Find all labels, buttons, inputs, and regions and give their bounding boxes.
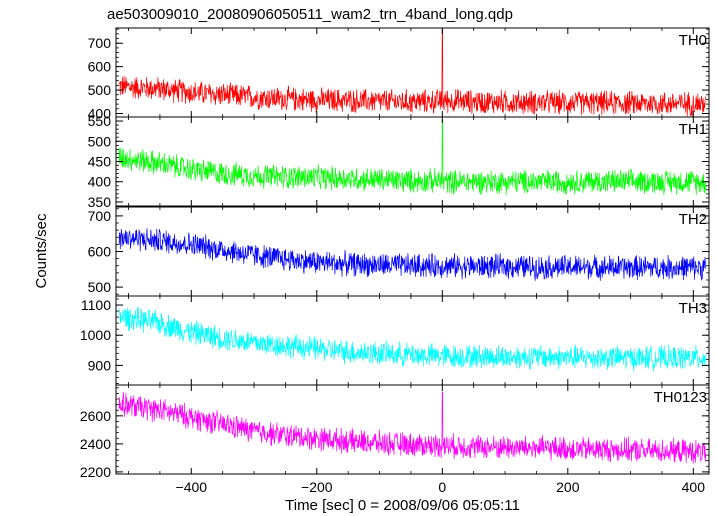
y-tick-label: 900 <box>88 357 112 373</box>
y-tick-label: 700 <box>88 208 112 224</box>
chart-title: ae503009010_20080906050511_wam2_trn_4ban… <box>107 6 513 23</box>
x-axis-label: Time [sec] 0 = 2008/09/06 05:05:11 <box>285 497 520 514</box>
panel-label-th1: TH1 <box>679 121 707 138</box>
panel-label-th2: TH2 <box>679 211 707 228</box>
x-tick-label: −400 <box>176 479 208 495</box>
y-tick-label: 400 <box>88 105 112 121</box>
panel-frame-th0123 <box>115 384 710 475</box>
y-tick-label: 2400 <box>80 436 111 452</box>
x-tick-label: 200 <box>556 479 580 495</box>
series-line-th3 <box>119 306 707 372</box>
panel-frame-th1 <box>115 116 710 207</box>
y-tick-label: 700 <box>88 35 112 51</box>
x-tick-label: 0 <box>438 479 446 495</box>
panel-label-th0123: TH0123 <box>654 389 707 406</box>
y-axis-label: Counts/sec <box>33 213 50 289</box>
x-tick-label: 400 <box>682 479 706 495</box>
y-tick-label: 600 <box>88 244 112 260</box>
y-tick-label: 500 <box>88 82 112 98</box>
y-tick-label: 500 <box>88 279 112 295</box>
y-tick-label: 500 <box>88 133 112 149</box>
y-tick-label: 1000 <box>80 327 111 343</box>
panel-label-th3: TH3 <box>679 300 707 317</box>
series-line-th1 <box>118 118 707 196</box>
series-line-th2 <box>118 228 707 281</box>
y-tick-label: 400 <box>88 174 112 190</box>
y-tick-label: 2600 <box>80 408 111 424</box>
x-tick-label: −200 <box>301 479 333 495</box>
series-line-th0123 <box>118 391 707 464</box>
panel-label-th0: TH0 <box>679 32 707 49</box>
y-tick-label: 450 <box>88 154 112 170</box>
y-tick-label: 350 <box>88 194 112 210</box>
y-tick-label: 1100 <box>81 297 111 313</box>
y-tick-label: 600 <box>88 59 112 75</box>
series-line-th0 <box>118 28 707 117</box>
y-tick-label: 2200 <box>80 464 111 480</box>
y-tick-label: 550 <box>88 113 112 129</box>
